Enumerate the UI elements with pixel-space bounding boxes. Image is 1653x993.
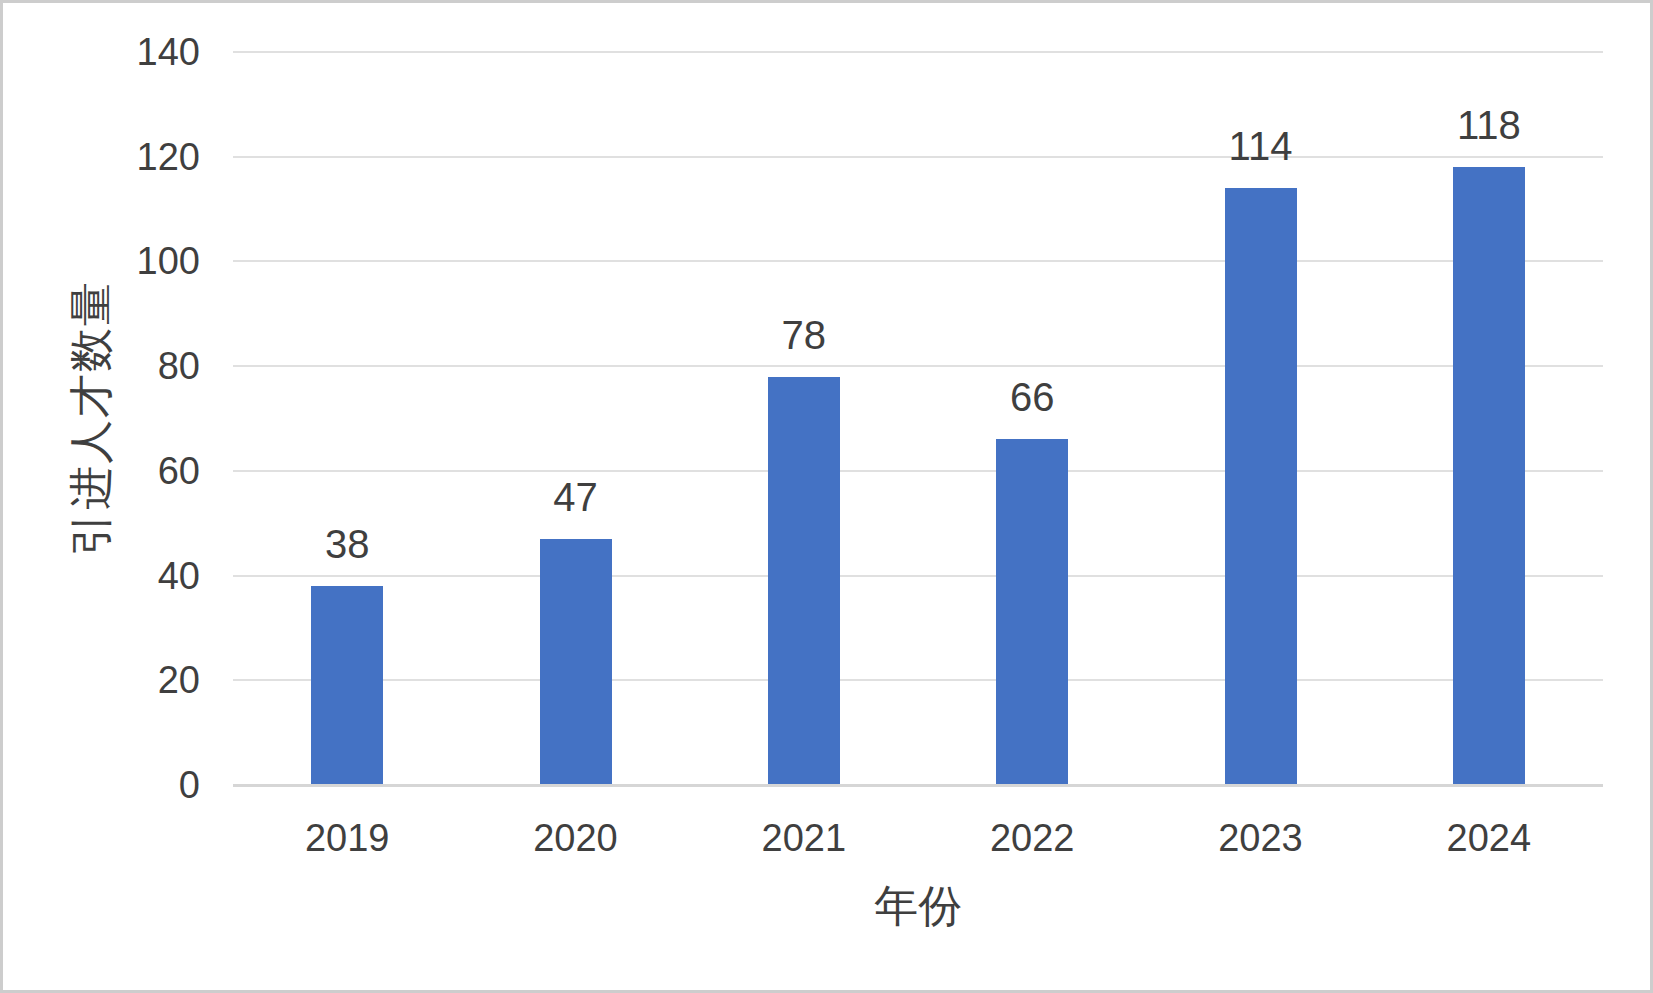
y-axis-tick-label: 80 bbox=[58, 342, 200, 390]
bar-2020[interactable] bbox=[540, 539, 612, 784]
gridline bbox=[233, 51, 1603, 53]
y-axis-tick-label: 40 bbox=[58, 552, 200, 600]
x-axis-tick-label-2019: 2019 bbox=[237, 815, 457, 861]
bar-2019[interactable] bbox=[311, 586, 383, 784]
y-axis-tick-label: 60 bbox=[58, 447, 200, 495]
y-axis-title: 引进人才数量 bbox=[62, 280, 121, 556]
x-axis-tick-label-2024: 2024 bbox=[1379, 815, 1599, 861]
x-axis-tick-label-2023: 2023 bbox=[1151, 815, 1371, 861]
gridline bbox=[233, 365, 1603, 367]
y-axis-tick-label: 20 bbox=[58, 656, 200, 704]
bar-2024[interactable] bbox=[1453, 167, 1525, 784]
data-label-2023: 114 bbox=[1181, 122, 1341, 170]
plot-area bbox=[233, 52, 1603, 785]
x-axis-tick-label-2020: 2020 bbox=[466, 815, 686, 861]
bar-2021[interactable] bbox=[768, 377, 840, 784]
data-label-2022: 66 bbox=[952, 373, 1112, 421]
y-axis-tick-label: 100 bbox=[58, 237, 200, 285]
gridline bbox=[233, 470, 1603, 472]
bar-2023[interactable] bbox=[1225, 188, 1297, 784]
gridline bbox=[233, 575, 1603, 577]
x-axis-line bbox=[233, 784, 1603, 787]
data-label-2024: 118 bbox=[1409, 101, 1569, 149]
gridline bbox=[233, 156, 1603, 158]
gridline bbox=[233, 679, 1603, 681]
data-label-2020: 47 bbox=[496, 473, 656, 521]
y-axis-tick-label: 0 bbox=[58, 761, 200, 809]
y-axis-tick-label: 140 bbox=[58, 28, 200, 76]
x-axis-title: 年份 bbox=[874, 877, 962, 936]
x-axis-tick-label-2021: 2021 bbox=[694, 815, 914, 861]
x-axis-tick-label-2022: 2022 bbox=[922, 815, 1142, 861]
bar-chart: 引进人才数量 年份 0 20 40 60 80 100 120 140 38 2019 47 2020… bbox=[0, 0, 1653, 993]
gridline bbox=[233, 260, 1603, 262]
bar-2022[interactable] bbox=[996, 439, 1068, 784]
y-axis-tick-label: 120 bbox=[58, 133, 200, 181]
data-label-2021: 78 bbox=[724, 311, 884, 359]
data-label-2019: 38 bbox=[267, 520, 427, 568]
